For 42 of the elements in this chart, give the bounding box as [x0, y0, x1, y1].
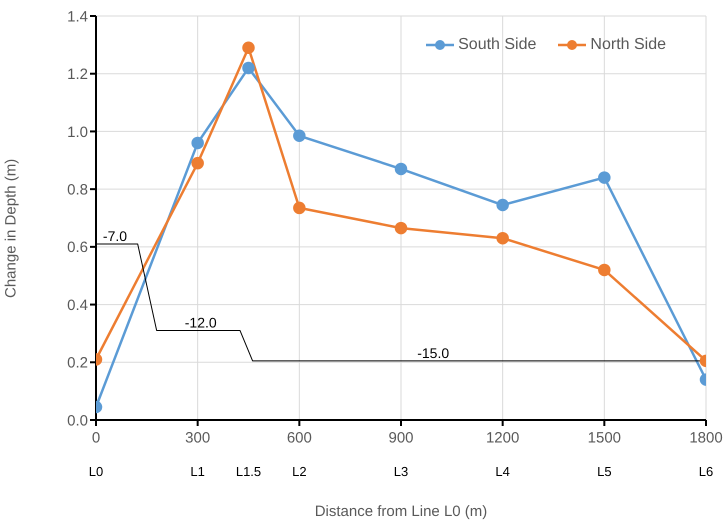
point: [394, 222, 408, 234]
x-tick-label: 1800: [689, 430, 723, 447]
point: [496, 232, 509, 244]
text: L3: [394, 464, 408, 479]
point: [496, 198, 509, 212]
point: [598, 264, 611, 276]
point: [191, 136, 204, 150]
legend-label: South Side: [458, 36, 536, 54]
x-tick-label: 0: [92, 430, 100, 447]
y-tick-label: 0.2: [67, 354, 88, 372]
y-tick-label: 1.2: [67, 66, 88, 84]
x-tick-label: 1200: [486, 430, 520, 447]
text: L1: [190, 464, 205, 479]
text: L2: [292, 464, 307, 479]
x-axis-title: Distance from Line L0 (m): [314, 503, 488, 520]
y-tick-label: 1.0: [67, 124, 88, 141]
point: [191, 156, 204, 170]
y-axis-title: Change in Depth (m): [2, 158, 20, 298]
y-tick-label: 0.0: [67, 412, 88, 430]
point: [598, 171, 611, 184]
x-tick-label: 300: [185, 430, 210, 447]
text: L5: [597, 464, 612, 479]
y-tick-label: 0.4: [67, 296, 88, 314]
x-tick-label: 900: [388, 430, 414, 447]
text: L6: [698, 464, 714, 479]
y-tick-label: 0.8: [67, 181, 88, 198]
point: [242, 41, 255, 54]
text: L1.5: [236, 464, 262, 479]
annotation: -15.0: [417, 344, 450, 361]
x-tick-label: 1500: [588, 430, 622, 447]
x-tick-label: 600: [286, 430, 312, 447]
annotation: -12.0: [184, 314, 217, 331]
text: L0: [88, 464, 104, 479]
y-tick-label: 0.6: [67, 239, 88, 256]
y-tick-label: 1.4: [67, 8, 88, 26]
point: [242, 62, 255, 74]
point: [293, 202, 306, 214]
text: L4: [495, 464, 510, 479]
point: [394, 162, 408, 176]
legend-label: North Side: [590, 36, 666, 54]
point: [293, 130, 306, 142]
annotation: -7.0: [102, 228, 128, 244]
